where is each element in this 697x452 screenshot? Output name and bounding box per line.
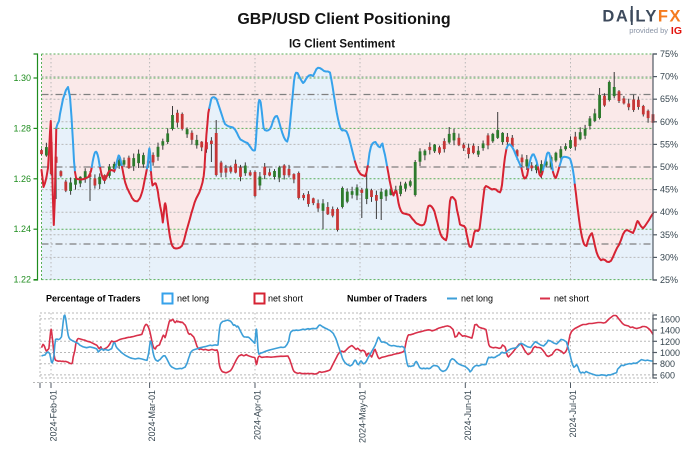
svg-text:60%: 60% xyxy=(660,117,678,127)
svg-text:Number of Traders: Number of Traders xyxy=(347,294,427,304)
svg-text:2024-May-01: 2024-May-01 xyxy=(358,390,368,443)
svg-text:1.28: 1.28 xyxy=(13,123,31,133)
svg-text:2024-Feb-01: 2024-Feb-01 xyxy=(49,390,59,442)
svg-text:provided by: provided by xyxy=(629,26,668,35)
svg-text:600: 600 xyxy=(660,370,675,380)
svg-text:30%: 30% xyxy=(660,252,678,262)
svg-text:2024-Mar-01: 2024-Mar-01 xyxy=(147,390,157,442)
svg-text:1200: 1200 xyxy=(660,337,680,347)
svg-text:Percentage of Traders: Percentage of Traders xyxy=(46,294,141,304)
svg-text:2024-Apr-01: 2024-Apr-01 xyxy=(253,390,263,440)
svg-text:800: 800 xyxy=(660,359,675,369)
svg-text:IG: IG xyxy=(671,25,682,37)
svg-text:2024-Jul-01: 2024-Jul-01 xyxy=(568,390,578,438)
svg-text:net short: net short xyxy=(268,294,304,304)
svg-text:50%: 50% xyxy=(660,162,678,172)
svg-text:65%: 65% xyxy=(660,94,678,104)
svg-text:2024-Jun-01: 2024-Jun-01 xyxy=(463,390,473,441)
svg-text:net long: net long xyxy=(177,294,209,304)
svg-text:35%: 35% xyxy=(660,230,678,240)
svg-text:45%: 45% xyxy=(660,185,678,195)
svg-text:1.24: 1.24 xyxy=(13,224,31,234)
svg-text:DAILYFX: DAILYFX xyxy=(602,8,682,26)
svg-text:55%: 55% xyxy=(660,139,678,149)
svg-text:1.22: 1.22 xyxy=(13,275,31,285)
svg-text:40%: 40% xyxy=(660,207,678,217)
svg-text:1600: 1600 xyxy=(660,314,680,324)
svg-text:25%: 25% xyxy=(660,275,678,285)
svg-text:net long: net long xyxy=(461,294,493,304)
svg-text:1000: 1000 xyxy=(660,348,680,358)
svg-text:70%: 70% xyxy=(660,72,678,82)
svg-text:IG Client Sentiment: IG Client Sentiment xyxy=(289,39,395,51)
svg-text:GBP/USD Client Positioning: GBP/USD Client Positioning xyxy=(237,11,450,28)
svg-text:75%: 75% xyxy=(660,49,678,59)
svg-text:1400: 1400 xyxy=(660,326,680,336)
svg-text:1.26: 1.26 xyxy=(13,174,31,184)
svg-text:net short: net short xyxy=(554,294,590,304)
svg-text:1.30: 1.30 xyxy=(13,73,31,83)
